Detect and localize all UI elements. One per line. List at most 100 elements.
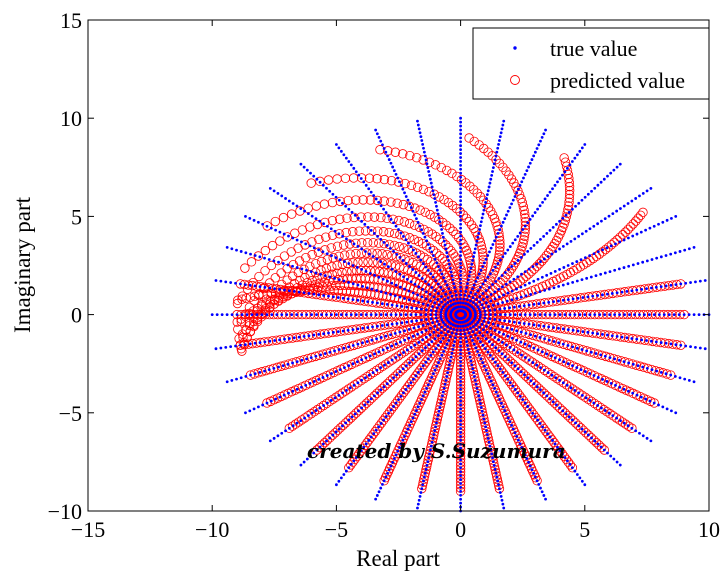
- true-point: [478, 315, 482, 319]
- true-point: [416, 506, 419, 510]
- predicted-point: [557, 405, 568, 416]
- true-point: [631, 391, 635, 395]
- true-point: [483, 316, 487, 320]
- true-point: [434, 425, 437, 429]
- predicted-point: [383, 330, 393, 341]
- predicted-point: [418, 155, 428, 165]
- predicted-point: [434, 404, 445, 415]
- true-point: [636, 262, 640, 265]
- true-point: [630, 289, 634, 293]
- true-point: [532, 323, 536, 327]
- predicted-point: [561, 212, 571, 222]
- predicted-point: [497, 349, 508, 359]
- true-point: [487, 286, 491, 289]
- true-point: [489, 246, 493, 250]
- true-point: [302, 165, 306, 169]
- predicted-point: [311, 201, 322, 211]
- true-point: [333, 396, 337, 400]
- true-point: [545, 231, 549, 235]
- true-point: [349, 163, 353, 167]
- true-point: [583, 143, 587, 146]
- true-point: [506, 416, 510, 420]
- predicted-point: [515, 349, 525, 359]
- true-point: [384, 415, 388, 419]
- true-point: [224, 280, 228, 284]
- x-tick-label: −10: [195, 517, 229, 542]
- true-point: [318, 406, 322, 410]
- true-point: [327, 331, 330, 335]
- true-point: [422, 479, 425, 483]
- true-point: [474, 382, 478, 386]
- true-point: [452, 327, 456, 331]
- predicted-point: [549, 371, 559, 382]
- true-point: [472, 371, 475, 375]
- predicted-point: [312, 445, 322, 455]
- true-point: [318, 219, 322, 223]
- true-point: [352, 383, 356, 387]
- true-point: [502, 119, 506, 123]
- true-point: [566, 298, 570, 301]
- true-point: [348, 386, 352, 390]
- true-point: [354, 313, 358, 316]
- true-point: [306, 212, 310, 216]
- true-point: [484, 289, 488, 292]
- true-point: [661, 220, 665, 224]
- predicted-point: [441, 373, 452, 383]
- true-point: [244, 411, 247, 415]
- true-point: [230, 313, 234, 316]
- true-point: [436, 328, 440, 332]
- true-point: [380, 302, 384, 306]
- true-point: [486, 189, 490, 193]
- true-point: [281, 262, 285, 265]
- true-point: [392, 405, 395, 408]
- true-point: [333, 349, 336, 353]
- true-point: [550, 252, 554, 256]
- true-point: [244, 215, 247, 218]
- true-point: [630, 426, 634, 430]
- true-point: [533, 150, 537, 154]
- true-point: [225, 380, 229, 384]
- true-point: [408, 202, 412, 206]
- predicted-point: [565, 413, 576, 423]
- predicted-point: [526, 376, 536, 386]
- predicted-point: [633, 213, 643, 223]
- true-point: [503, 217, 507, 221]
- true-point: [325, 313, 328, 316]
- true-point: [684, 281, 688, 285]
- true-point: [459, 144, 462, 148]
- true-point: [480, 216, 484, 220]
- true-point: [433, 337, 437, 341]
- true-point: [446, 330, 450, 334]
- predicted-point: [386, 197, 396, 207]
- true-point: [622, 387, 626, 391]
- predicted-point: [347, 273, 357, 284]
- true-point: [404, 262, 408, 265]
- true-point: [551, 225, 555, 229]
- true-point: [366, 400, 370, 404]
- true-point: [452, 298, 456, 302]
- true-point: [390, 344, 394, 348]
- true-point: [498, 307, 502, 311]
- predicted-point: [435, 329, 445, 340]
- predicted-point: [260, 266, 270, 276]
- predicted-point: [443, 243, 454, 253]
- true-point: [494, 346, 498, 350]
- true-point: [309, 454, 312, 458]
- predicted-point: [603, 242, 614, 252]
- true-point: [360, 358, 364, 362]
- true-point: [317, 378, 321, 381]
- true-point: [438, 357, 442, 361]
- predicted-point: [583, 394, 593, 405]
- true-point: [341, 201, 344, 205]
- true-point: [519, 370, 523, 374]
- predicted-point: [436, 267, 447, 277]
- true-point: [580, 198, 584, 202]
- true-point: [654, 285, 658, 289]
- true-point: [669, 252, 673, 256]
- predicted-point: [431, 248, 442, 258]
- true-point: [408, 423, 412, 427]
- true-point: [519, 285, 523, 289]
- predicted-point: [434, 192, 444, 202]
- predicted-point: [469, 370, 479, 380]
- true-point: [260, 313, 264, 316]
